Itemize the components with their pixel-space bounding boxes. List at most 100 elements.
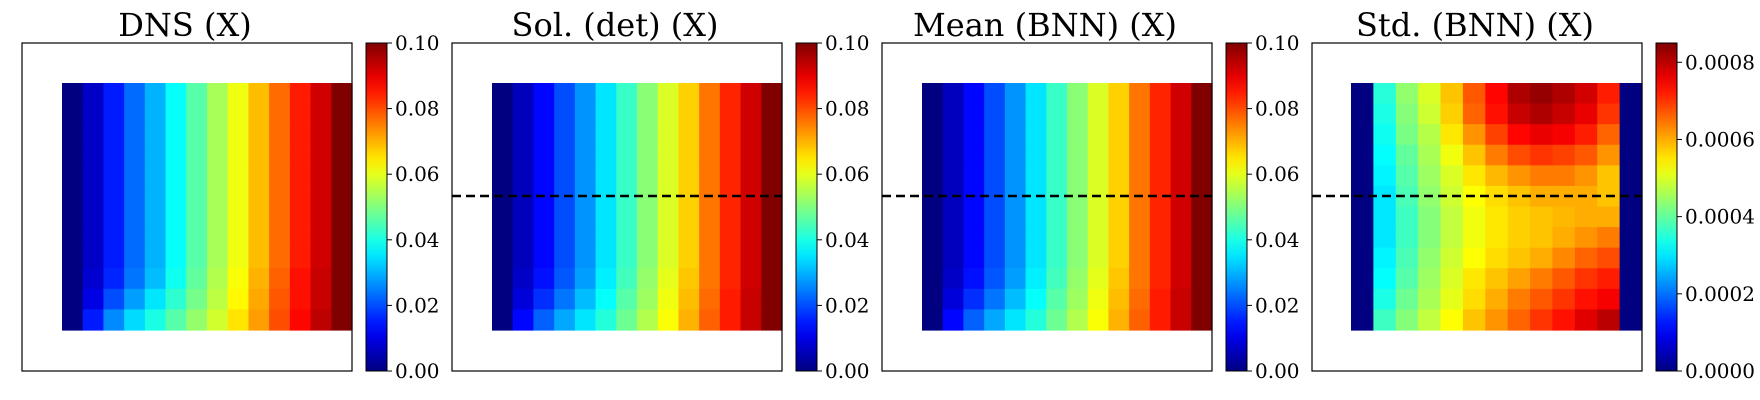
heatmap-cell [699,103,721,125]
heatmap-cell [144,144,167,166]
heatmap-cell [492,206,514,228]
heatmap-cell [761,124,783,146]
heatmap-cell [103,309,125,331]
heatmap-cell [1395,185,1419,208]
heatmap-cell [761,103,783,125]
heatmap-cell [616,103,638,125]
heatmap-cell [124,309,146,331]
heatmap-cell [719,124,742,146]
heatmap-cell [1619,165,1643,187]
heatmap-cell [1191,247,1213,269]
heatmap-cell [124,103,146,125]
heatmap-cell [1418,247,1442,269]
heatmap-cell [1191,165,1213,187]
heatmap-cell [922,268,944,290]
heatmap-cell [82,144,105,166]
heatmap-cell [1395,227,1419,249]
heatmap-cell [310,247,332,269]
heatmap-cell [248,124,270,146]
heatmap-cell [1170,247,1192,269]
heatmap-cell [248,83,270,105]
heatmap-cell [1108,124,1130,146]
heatmap-cell [1351,227,1374,249]
heatmap-cell [82,124,105,146]
heatmap-cell [1087,206,1110,228]
heatmap-cell [144,185,167,208]
heatmap-cell [574,103,597,125]
heatmap-cell [1597,247,1621,269]
heatmap-cell [740,247,762,269]
heatmap-cell [1046,83,1068,105]
heatmap-cell [1373,227,1397,249]
heatmap-cell [637,165,659,187]
heatmap-cell [533,268,555,290]
heatmap-cell [207,165,229,187]
heatmap-cell [207,309,229,331]
heatmap-cell [512,247,535,269]
heatmap-cell [719,309,742,331]
heatmap-cell [227,165,250,187]
heatmap-cell [1552,83,1576,105]
heatmap-cell [248,227,270,249]
heatmap-cell [1087,268,1110,290]
heatmap-cell [1351,144,1374,166]
heatmap-cell [963,124,985,146]
heatmap-cell [227,288,250,311]
heatmap-cell [1067,206,1089,228]
heatmap-cell [144,309,167,331]
heatmap-cell [595,165,617,187]
heatmap-cell [554,309,576,331]
heatmap-cell [1507,124,1531,146]
heatmap-cell [574,206,597,228]
heatmap-cell [310,288,332,311]
heatmap-cell [1395,268,1419,290]
heatmap-cell [82,227,105,249]
heatmap-cell [554,83,576,105]
heatmap-cell [1440,227,1464,249]
heatmap-cell [310,83,332,105]
heatmap-cell [289,144,312,166]
heatmap-cell [207,185,229,208]
heatmap-cell [1108,206,1130,228]
heatmap-cell [1552,185,1576,208]
heatmap-cell [1440,165,1464,187]
heatmap-cell [1507,247,1531,269]
heatmap-cell [699,247,721,269]
colorbar-tick-label: 0.00 [825,359,870,383]
heatmap-cell [1067,309,1089,331]
heatmap-cell [1129,144,1151,166]
heatmap-cell [1395,206,1419,228]
heatmap-cell [1149,206,1172,228]
heatmap-cell [207,144,229,166]
heatmap-cell [1373,144,1397,166]
heatmap-cell [165,83,187,105]
axes-frame [1311,42,1643,372]
heatmap-cell [62,268,84,290]
heatmap-cell [1530,268,1554,290]
heatmap-cell [761,288,783,311]
heatmap-cell [574,83,597,105]
heatmap-cell [103,144,125,166]
heatmap-cell [1574,309,1598,331]
heatmap-cell [331,83,353,105]
colorbar-tick-label: 0.02 [825,293,870,317]
heatmap-cell [1507,103,1531,125]
heatmap-cell [1418,165,1442,187]
heatmap-cell [1395,288,1419,311]
heatmap-cell [657,124,680,146]
heatmap-cell [1485,247,1509,269]
heatmap-cell [124,144,146,166]
heatmap-cell [165,227,187,249]
heatmap-cell [248,247,270,269]
heatmap-cell [1574,227,1598,249]
heatmap-cell [492,165,514,187]
heatmap-cell [227,144,250,166]
heatmap-cell [740,288,762,311]
heatmap-cell [227,185,250,208]
heatmap-cell [678,124,700,146]
heatmap-cell [1485,124,1509,146]
heatmap-cell [1418,83,1442,105]
heatmap-cell [1170,83,1192,105]
heatmap-cell [1351,165,1374,187]
heatmap-cell [942,309,965,331]
